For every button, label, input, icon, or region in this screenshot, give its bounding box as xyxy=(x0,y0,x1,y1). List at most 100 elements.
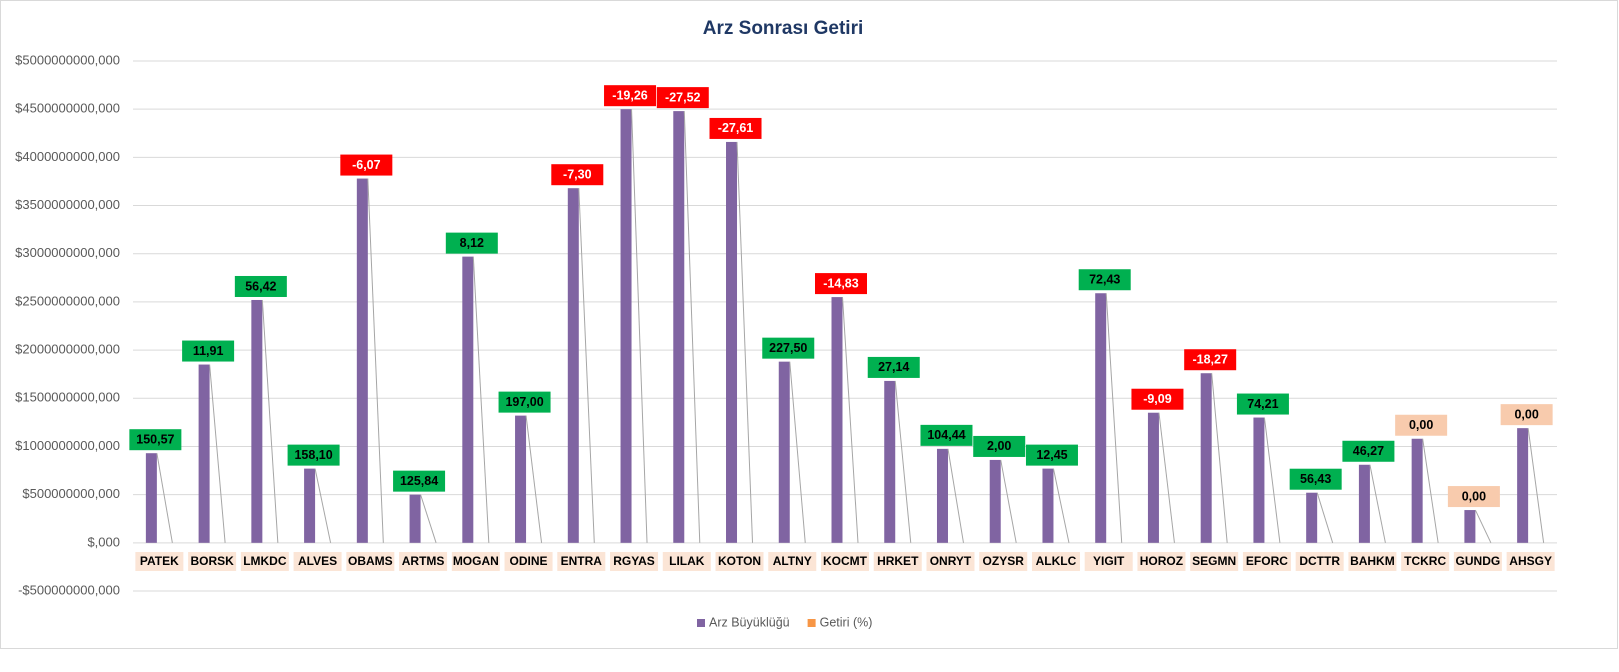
data-label-bg xyxy=(445,232,498,254)
y-tick-label: $1000000000,000 xyxy=(15,438,120,453)
data-label: 227,50 xyxy=(769,341,807,355)
category-label-bg xyxy=(1401,552,1450,571)
category-label-bg xyxy=(504,552,553,571)
data-label-bg xyxy=(656,87,709,109)
x-tick-label: LILAK xyxy=(669,554,705,568)
data-label-bg xyxy=(1078,269,1131,291)
bar xyxy=(1411,438,1423,543)
x-tick-label: OBAMS xyxy=(348,554,393,568)
bar xyxy=(1464,510,1476,543)
bar xyxy=(409,494,421,543)
data-label-bg xyxy=(129,429,182,451)
x-tick-label: LMKDC xyxy=(243,554,287,568)
data-label: 197,00 xyxy=(505,395,543,409)
y-tick-label: $3000000000,000 xyxy=(15,245,120,260)
data-label-bg xyxy=(1131,388,1184,410)
data-label: 104,44 xyxy=(927,428,965,442)
bar xyxy=(515,415,527,543)
y-tick-label: $4500000000,000 xyxy=(15,101,120,116)
y-tick-label: $500000000,000 xyxy=(22,486,120,501)
data-label: -27,52 xyxy=(665,90,700,104)
leader-line xyxy=(1052,468,1070,543)
leader-line xyxy=(1422,438,1439,543)
data-label-bg xyxy=(709,117,762,139)
y-tick-label: $,000 xyxy=(87,534,120,549)
bar xyxy=(1358,464,1370,543)
bar xyxy=(778,361,790,543)
data-label-bg xyxy=(498,391,551,413)
leader-line xyxy=(1263,417,1281,543)
data-label-bg xyxy=(604,85,657,107)
legend-swatch xyxy=(807,619,816,627)
x-tick-label: OZYSR xyxy=(983,554,1025,568)
category-label-bg xyxy=(1137,552,1186,571)
bar xyxy=(1517,428,1529,543)
category-label-bg xyxy=(1506,552,1555,571)
data-label-bg xyxy=(234,275,287,297)
bar xyxy=(726,141,738,543)
data-label: 8,12 xyxy=(460,236,484,250)
x-tick-label: KOCMT xyxy=(823,554,868,568)
data-label-bg xyxy=(1184,349,1237,371)
leader-line xyxy=(1211,373,1228,543)
category-label-bg xyxy=(293,552,342,571)
x-tick-label: GUNDG xyxy=(1456,554,1501,568)
y-tick-label: $5000000000,000 xyxy=(15,52,120,67)
legend-label: Arz Büyüklüğü xyxy=(709,615,790,629)
leader-line xyxy=(472,256,490,543)
category-label-bg xyxy=(240,552,289,571)
bar xyxy=(198,364,210,543)
data-label: -7,30 xyxy=(563,167,592,181)
leader-line xyxy=(683,111,701,543)
y-tick-label: $1500000000,000 xyxy=(15,390,120,405)
bar xyxy=(462,256,474,543)
data-label-bg xyxy=(1500,404,1553,426)
leader-line xyxy=(209,364,226,543)
x-tick-label: ARTMS xyxy=(402,554,445,568)
bar xyxy=(673,111,685,543)
legend-label: Getiri (%) xyxy=(820,615,873,629)
data-label: -6,07 xyxy=(352,158,381,172)
x-tick-label: PATEK xyxy=(140,554,179,568)
category-label-bg xyxy=(557,552,606,571)
bar xyxy=(989,459,1001,543)
data-label-bg xyxy=(287,444,340,466)
leader-line xyxy=(261,299,279,543)
chart-area xyxy=(0,0,1618,649)
data-label: -19,26 xyxy=(612,88,647,102)
data-label: 74,21 xyxy=(1247,397,1278,411)
data-label-bg xyxy=(340,154,393,176)
data-label: 150,57 xyxy=(136,432,174,446)
data-label: 27,14 xyxy=(878,360,909,374)
x-tick-label: TCKRC xyxy=(1404,554,1446,568)
data-label: 0,00 xyxy=(1462,489,1486,503)
leader-line xyxy=(578,188,595,543)
x-tick-label: ALTNY xyxy=(773,554,812,568)
bar xyxy=(251,299,263,543)
bar xyxy=(1253,417,1265,543)
leader-line xyxy=(314,468,332,543)
category-label-bg xyxy=(1190,552,1239,571)
leader-line xyxy=(736,141,754,543)
data-label-bg xyxy=(867,356,920,378)
leader-line xyxy=(631,109,648,543)
bar xyxy=(356,178,368,543)
category-label-bg xyxy=(1348,552,1397,571)
data-label-bg xyxy=(1395,414,1448,436)
data-label-bg xyxy=(1447,486,1500,508)
category-label-bg xyxy=(1295,552,1344,571)
data-label: 72,43 xyxy=(1089,273,1120,287)
data-label-bg xyxy=(182,340,235,362)
y-tick-label: $2000000000,000 xyxy=(15,342,120,357)
leader-line xyxy=(1316,492,1334,543)
category-label-bg xyxy=(979,552,1028,571)
leader-line xyxy=(525,415,543,543)
data-label-bg xyxy=(1289,468,1342,490)
data-label-bg xyxy=(1236,393,1289,415)
bar xyxy=(620,109,632,543)
data-label-bg xyxy=(393,470,446,492)
category-label-bg xyxy=(662,552,711,571)
leader-line xyxy=(1158,412,1175,543)
x-tick-label: BAHKM xyxy=(1350,554,1395,568)
